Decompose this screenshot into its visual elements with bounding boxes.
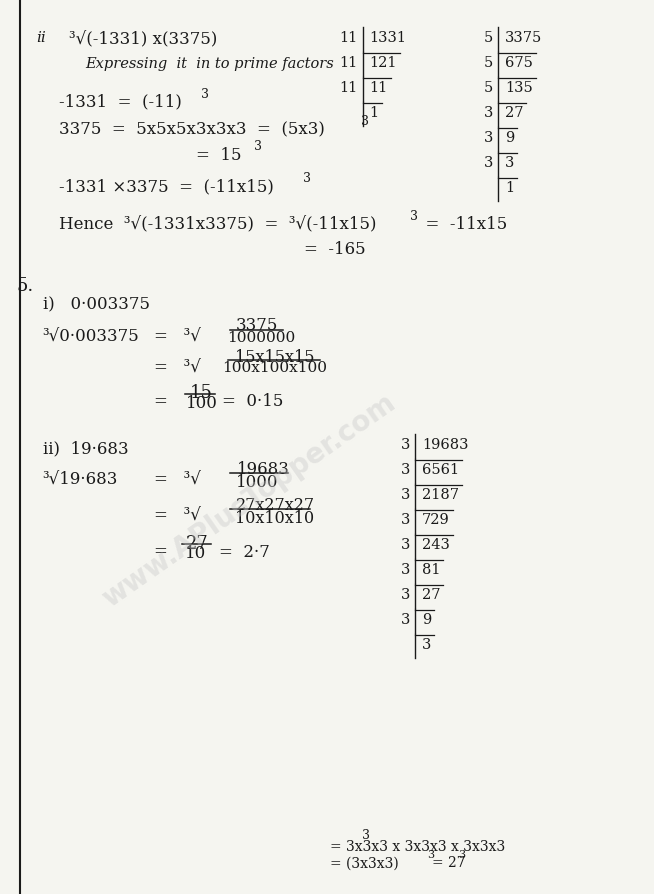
Text: 3: 3 <box>401 538 410 552</box>
Text: 9: 9 <box>505 131 514 146</box>
Text: ii: ii <box>36 31 46 46</box>
Text: =  -11x15: = -11x15 <box>415 216 508 233</box>
Text: Hence  ³√(-1331x3375)  =  ³√(-11x15): Hence ³√(-1331x3375) = ³√(-11x15) <box>59 216 376 233</box>
Text: 27: 27 <box>422 588 440 603</box>
Text: -1331  =  (-11): -1331 = (-11) <box>59 94 182 111</box>
Text: 1: 1 <box>370 106 379 121</box>
Text: 27: 27 <box>505 106 523 121</box>
Text: 2187: 2187 <box>422 488 459 502</box>
Text: Expressing  it  in to prime factors: Expressing it in to prime factors <box>85 57 334 72</box>
Text: 3: 3 <box>427 850 434 860</box>
Text: 1: 1 <box>505 181 514 196</box>
Text: 3: 3 <box>361 115 369 129</box>
Text: 1000: 1000 <box>235 474 278 491</box>
Text: 3375  =  5x5x5x3x3x3  =  (5x3): 3375 = 5x5x5x3x3x3 = (5x3) <box>59 122 325 139</box>
Text: 3: 3 <box>484 156 493 171</box>
Text: 3: 3 <box>401 588 410 603</box>
Text: =: = <box>154 544 167 561</box>
Text: 3: 3 <box>484 131 493 146</box>
Text: 3375: 3375 <box>505 31 542 46</box>
Text: 3: 3 <box>401 438 410 452</box>
Text: 5: 5 <box>484 81 493 96</box>
Text: 10x10x10: 10x10x10 <box>235 510 315 527</box>
Text: 11: 11 <box>339 56 358 71</box>
Text: = (3x3x3): = (3x3x3) <box>330 856 399 871</box>
Text: 1000000: 1000000 <box>228 331 296 345</box>
Text: 19683: 19683 <box>422 438 468 452</box>
Text: ii)  19·683: ii) 19·683 <box>43 441 128 458</box>
Text: 3: 3 <box>410 210 418 224</box>
Text: =   ³√: = ³√ <box>154 329 201 346</box>
Text: www.APlusTopper.com: www.APlusTopper.com <box>97 388 400 613</box>
Text: 27: 27 <box>186 535 209 552</box>
Text: 81: 81 <box>422 563 440 578</box>
Text: 243: 243 <box>422 538 450 552</box>
Text: =  15: = 15 <box>196 147 242 164</box>
Text: 27x27x27: 27x27x27 <box>235 497 315 514</box>
Text: 135: 135 <box>505 81 532 96</box>
Text: 9: 9 <box>422 613 431 628</box>
Text: 729: 729 <box>422 513 449 527</box>
Text: 3: 3 <box>362 829 370 842</box>
Text: 3: 3 <box>401 488 410 502</box>
Text: 3: 3 <box>201 88 209 101</box>
Text: 3: 3 <box>505 156 514 171</box>
Text: =   ³√: = ³√ <box>154 508 201 525</box>
Text: 3: 3 <box>254 140 262 154</box>
Text: ³√(-1331) x(3375): ³√(-1331) x(3375) <box>69 31 217 48</box>
Text: 3: 3 <box>458 850 465 860</box>
Text: i)   0·003375: i) 0·003375 <box>43 297 150 314</box>
Text: 3: 3 <box>401 513 410 527</box>
Text: 11: 11 <box>339 81 358 96</box>
Text: 6561: 6561 <box>422 463 459 477</box>
Text: 3: 3 <box>303 172 311 185</box>
Text: 3: 3 <box>422 638 431 653</box>
Text: 19683: 19683 <box>237 461 290 478</box>
Text: =: = <box>154 393 167 410</box>
Text: 3: 3 <box>401 563 410 578</box>
Text: ³√0·003375: ³√0·003375 <box>43 329 139 346</box>
Text: =   ³√: = ³√ <box>154 472 201 489</box>
Text: 675: 675 <box>505 56 533 71</box>
Text: =  -165: = -165 <box>304 241 366 258</box>
Text: 3: 3 <box>401 613 410 628</box>
Text: 10: 10 <box>185 545 206 562</box>
Text: 3: 3 <box>401 463 410 477</box>
Text: 3375: 3375 <box>235 317 278 334</box>
Text: 100x100x100: 100x100x100 <box>222 361 328 375</box>
Text: 1331: 1331 <box>370 31 407 46</box>
Text: ³√19·683: ³√19·683 <box>43 472 118 489</box>
Text: =  0·15: = 0·15 <box>222 393 284 410</box>
Text: 5.: 5. <box>16 277 33 295</box>
Text: = 27: = 27 <box>432 856 465 871</box>
Text: 11: 11 <box>370 81 388 96</box>
Text: -1331 ×3375  =  (-11x15): -1331 ×3375 = (-11x15) <box>59 178 274 195</box>
Text: 100: 100 <box>186 395 218 412</box>
Text: 15x15x15: 15x15x15 <box>235 349 315 366</box>
Text: =   ³√: = ³√ <box>154 359 201 376</box>
Text: 11: 11 <box>339 31 358 46</box>
Text: 5: 5 <box>484 56 493 71</box>
Text: 121: 121 <box>370 56 397 71</box>
Text: =  2·7: = 2·7 <box>219 544 270 561</box>
Text: 15: 15 <box>190 384 213 402</box>
Text: = 3x3x3 x 3x3x3 x 3x3x3: = 3x3x3 x 3x3x3 x 3x3x3 <box>330 840 506 855</box>
Text: 3: 3 <box>484 106 493 121</box>
Text: 5: 5 <box>484 31 493 46</box>
